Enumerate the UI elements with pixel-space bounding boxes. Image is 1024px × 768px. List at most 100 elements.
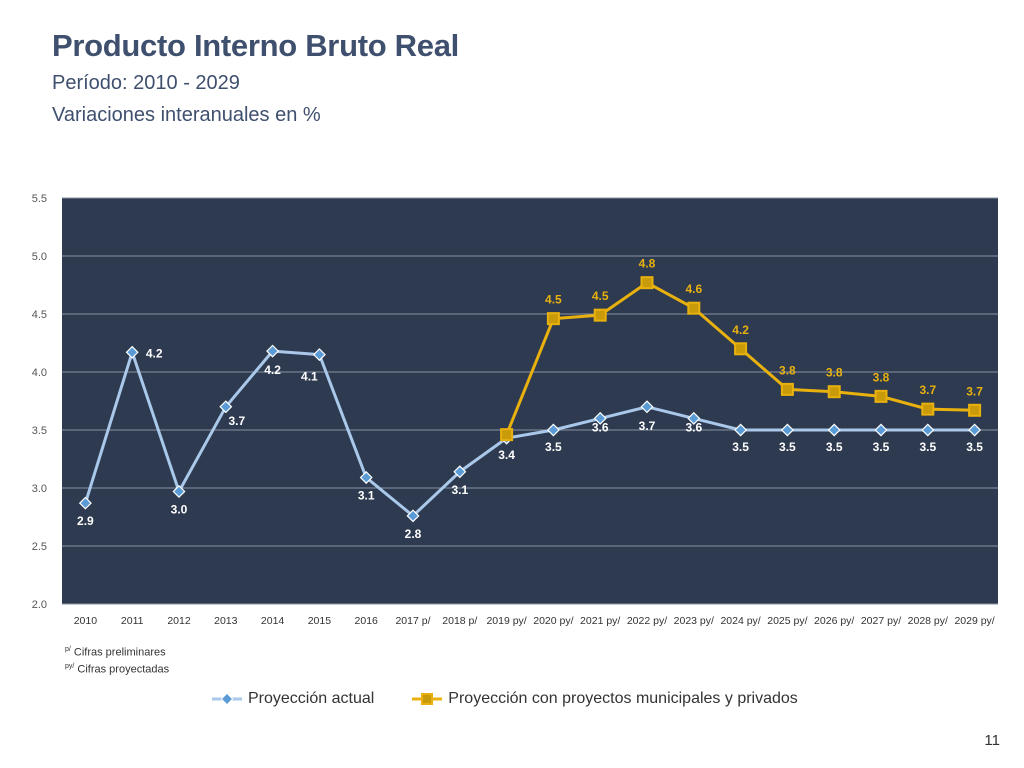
x-tick-label: 2019 py/: [486, 615, 526, 627]
data-point-municipal: [921, 402, 935, 416]
x-tick-label: 2015: [308, 615, 332, 627]
data-label-municipal: 4.5: [592, 289, 609, 303]
data-label-actual: 3.6: [685, 420, 702, 434]
legend-label-municipal: Proyección con proyectos municipales y p…: [448, 690, 798, 707]
legend-item-actual: Proyección actual: [212, 690, 374, 708]
data-point-actual: [546, 423, 560, 437]
data-point-actual: [219, 400, 233, 414]
y-tick-label: 2.0: [32, 599, 47, 611]
x-tick-label: 2022 py/: [627, 615, 667, 627]
legend-item-municipal: Proyección con proyectos municipales y p…: [412, 690, 798, 708]
legend-label-actual: Proyección actual: [248, 690, 375, 707]
data-label-actual: 3.6: [592, 420, 609, 434]
y-tick-label: 2.5: [32, 541, 47, 553]
x-tick-label: 2020 py/: [533, 615, 573, 627]
data-label-municipal: 3.8: [779, 363, 796, 377]
data-label-municipal: 3.7: [966, 384, 983, 398]
data-point-actual: [827, 423, 841, 437]
data-point-actual: [172, 484, 186, 498]
page-title: Producto Interno Bruto Real: [52, 28, 459, 63]
y-tick-label: 5.5: [32, 193, 47, 205]
data-label-actual: 3.5: [873, 440, 890, 454]
footnote-preliminary: p/ Cifras preliminares: [65, 643, 169, 660]
data-point-actual: [593, 411, 607, 425]
data-label-actual: 3.5: [826, 440, 843, 454]
legend-swatch-municipal: [412, 693, 443, 705]
x-tick-label: 2013: [214, 615, 238, 627]
footnote-preliminary-mark: p/: [65, 646, 71, 653]
data-label-actual: 3.1: [451, 483, 468, 497]
x-tick-label: 2012: [167, 615, 191, 627]
data-point-municipal: [687, 301, 701, 315]
data-point-actual: [780, 423, 794, 437]
data-point-actual: [968, 423, 982, 437]
data-label-actual: 3.1: [358, 489, 375, 503]
x-tick-label: 2029 py/: [954, 615, 994, 627]
footnote-preliminary-text: Cifras preliminares: [73, 646, 166, 659]
data-label-actual: 3.7: [639, 419, 656, 433]
data-label-actual: 3.5: [779, 440, 796, 454]
data-point-municipal: [968, 403, 982, 417]
y-tick-label: 3.0: [32, 483, 47, 495]
data-point-municipal: [546, 312, 560, 326]
x-tick-label: 2021 py/: [580, 615, 620, 627]
data-label-actual: 4.2: [146, 346, 163, 360]
x-tick-label: 2017 p/: [395, 615, 430, 627]
data-label-actual: 3.5: [732, 440, 749, 454]
footnotes: p/ Cifras preliminares py/ Cifras proyec…: [65, 643, 169, 676]
data-label-municipal: 4.2: [732, 323, 749, 337]
data-point-municipal: [500, 428, 514, 442]
data-point-actual: [874, 423, 888, 437]
y-tick-label: 4.0: [32, 367, 47, 379]
footnote-projected-text: Cifras proyectadas: [77, 663, 170, 676]
data-label-municipal: 3.8: [826, 366, 843, 380]
data-point-municipal: [734, 342, 748, 356]
data-point-actual: [406, 509, 420, 523]
x-tick-label: 2027 py/: [861, 615, 901, 627]
data-label-actual: 4.1: [301, 370, 318, 384]
data-point-municipal: [593, 308, 607, 322]
y-tick-label: 5.0: [32, 251, 47, 263]
data-point-actual: [640, 400, 654, 414]
x-tick-label: 2011: [121, 615, 144, 627]
x-tick-label: 2028 py/: [908, 615, 948, 627]
x-tick-label: 2016: [355, 615, 379, 627]
data-point-municipal: [780, 382, 794, 396]
footnote-projected-mark: py/: [65, 662, 75, 670]
data-label-actual: 2.9: [77, 514, 94, 528]
data-point-actual: [921, 423, 935, 437]
x-tick-label: 2023 py/: [674, 615, 714, 627]
page-number: 11: [984, 732, 1000, 749]
y-tick-label: 3.5: [32, 425, 47, 437]
data-label-actual: 3.4: [498, 448, 515, 462]
x-tick-label: 2026 py/: [814, 615, 854, 627]
period-subtitle: Período: 2010 - 2029: [52, 72, 240, 94]
data-label-actual: 3.5: [545, 440, 562, 454]
x-tick-label: 2010: [74, 615, 98, 627]
data-point-actual: [734, 423, 748, 437]
data-point-actual: [78, 496, 92, 510]
data-label-actual: 4.2: [264, 363, 281, 377]
units-subtitle: Variaciones interanuales en %: [52, 104, 321, 126]
data-point-municipal: [827, 385, 841, 399]
data-point-actual: [312, 348, 326, 362]
footnote-projected: py/ Cifras proyectadas: [65, 660, 169, 677]
legend-swatch-actual: [212, 692, 242, 706]
data-point-municipal: [640, 276, 654, 290]
data-label-municipal: 4.6: [685, 282, 702, 296]
data-point-actual: [266, 344, 280, 358]
data-point-actual: [125, 345, 139, 359]
data-label-actual: 3.0: [171, 502, 188, 516]
data-label-actual: 3.5: [966, 440, 983, 454]
plot-area: [62, 198, 998, 604]
y-tick-label: 4.5: [32, 309, 47, 321]
x-tick-label: 2025 py/: [767, 615, 807, 627]
series-line-actual: [83, 349, 975, 518]
chart-legend: Proyección actual Proyección con proyect…: [212, 690, 836, 708]
data-point-municipal: [874, 389, 888, 403]
data-label-municipal: 4.8: [639, 257, 656, 271]
data-point-actual: [687, 411, 701, 425]
x-tick-label: 2024 py/: [720, 615, 760, 627]
data-label-actual: 3.7: [228, 414, 245, 428]
